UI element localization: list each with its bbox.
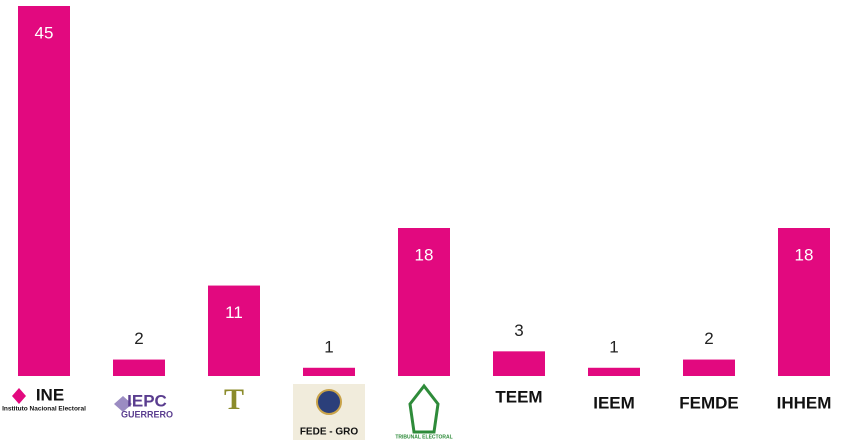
logo-icon — [316, 389, 342, 415]
data-label: 18 — [795, 245, 814, 264]
bar — [683, 359, 735, 376]
logo-icon — [12, 388, 26, 404]
x-tick-label: IHHEM — [777, 393, 832, 412]
x-tick-label: TRIBUNAL ELECTORAL — [395, 434, 452, 440]
x-tick-label: TEEM — [495, 387, 542, 406]
data-label: 45 — [35, 23, 54, 42]
data-label: 2 — [134, 329, 143, 348]
x-tick-label: IEEM — [593, 393, 635, 412]
logo-icon — [114, 396, 132, 412]
bar — [493, 351, 545, 376]
data-label: 18 — [415, 245, 434, 264]
data-label: 1 — [324, 337, 333, 356]
bar — [398, 228, 450, 376]
x-tick-sublabel: GUERRERO — [121, 409, 173, 419]
bar — [303, 367, 355, 376]
logo-icon — [408, 383, 440, 434]
x-tick-sublabel: Instituto Nacional Electoral — [2, 406, 86, 413]
data-label: 11 — [225, 303, 243, 322]
bar — [778, 228, 830, 376]
x-tick-label: INE — [36, 385, 64, 404]
data-label: 1 — [609, 337, 618, 356]
data-label: 2 — [704, 329, 713, 348]
bar — [208, 285, 260, 376]
bar — [18, 6, 70, 376]
x-tick-label: T — [224, 383, 244, 416]
data-label: 3 — [514, 321, 523, 340]
x-tick-label: IEPC — [127, 391, 167, 410]
x-tick-label: FEMDE — [679, 393, 739, 412]
bar — [113, 359, 165, 376]
bar — [588, 367, 640, 376]
x-tick-label: FEDE - GRO — [300, 427, 359, 438]
